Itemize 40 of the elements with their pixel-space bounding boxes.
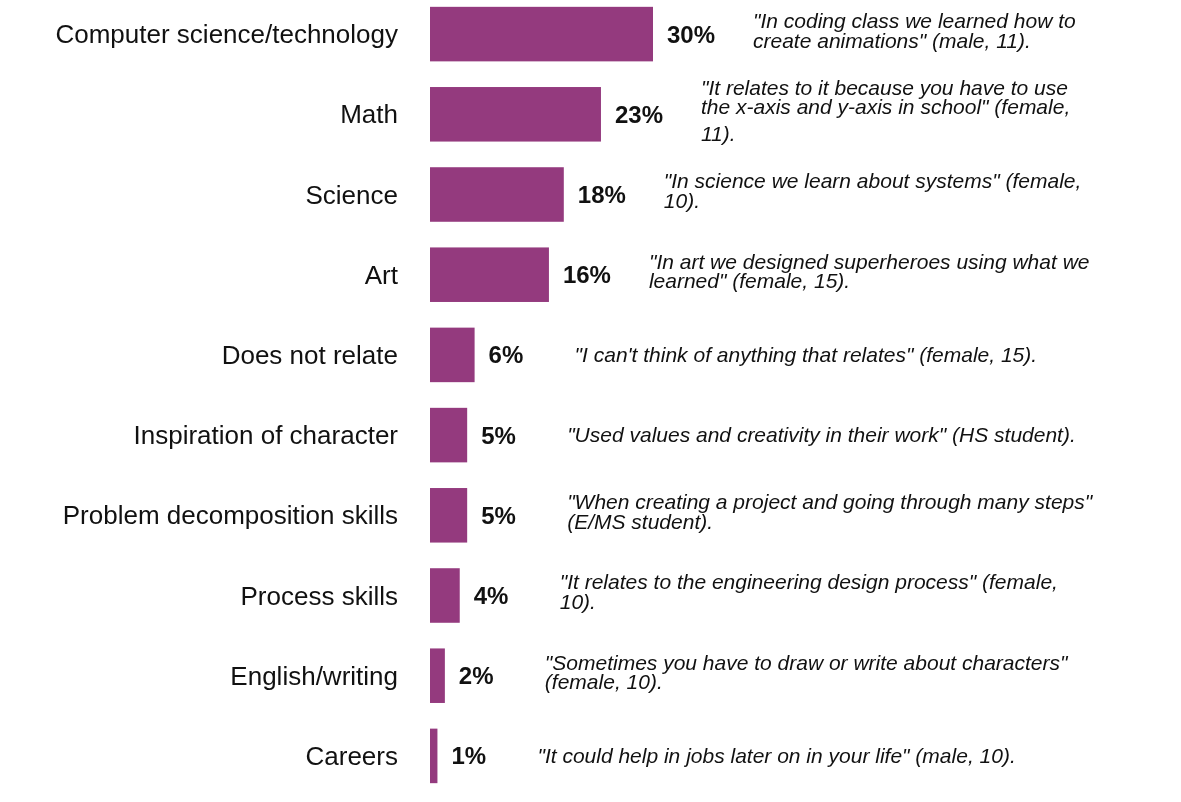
bar — [430, 728, 438, 784]
y-tick-label: Careers — [305, 741, 398, 771]
y-tick-label: Does not relate — [221, 340, 398, 370]
data-label: 30% — [667, 20, 716, 48]
data-label: 23% — [614, 100, 664, 128]
bar — [430, 247, 549, 302]
y-tick-label: Process skills — [240, 580, 398, 611]
text: "In science we learn about systems" (female, 10). — [663, 169, 1082, 212]
bar — [430, 6, 653, 62]
bar — [430, 488, 468, 543]
annotation: "It relates to the engineering design process" (female, 10). — [559, 570, 1058, 613]
annotation: "I can't think of anything that relates" (female, 15). — [574, 343, 1038, 367]
annotation: "Sometimes you have to draw or write about characters" (female, 10). — [544, 650, 1070, 694]
data-label: 16% — [562, 261, 611, 289]
data-label: 2% — [458, 662, 494, 690]
y-tick-label: English/writing — [230, 660, 398, 691]
text: "In coding class we learned how to create animations" (male, 11). — [753, 8, 1076, 52]
bar — [430, 167, 564, 222]
data-label: 6% — [488, 341, 524, 369]
y-tick-label: Science — [305, 179, 398, 210]
data-label: 5% — [481, 501, 516, 529]
data-label: 5% — [481, 421, 516, 449]
y-tick-label: Inspiration of character — [133, 420, 399, 451]
bar — [430, 407, 468, 463]
text: "It relates to it because you have to use the x-axis and y-axis in school" (female, 11). — [700, 75, 1071, 146]
y-tick-label: Art — [364, 259, 399, 290]
data-label: 1% — [451, 742, 487, 770]
y-tick-label: Problem decomposition skills — [62, 500, 398, 531]
y-tick-label: Computer science/technology — [55, 19, 398, 50]
annotation: "It could help in jobs later on in your life" (male, 10). — [537, 744, 1016, 768]
bar — [430, 568, 460, 623]
annotation: "In art we designed superheroes using what we learned" (female, 15). — [648, 249, 1090, 293]
data-label: 18% — [577, 180, 626, 208]
annotation: "Used values and creativity in their work" (HS student). — [567, 423, 1076, 447]
bar — [430, 87, 601, 142]
data-label: 4% — [473, 581, 509, 609]
bar — [430, 327, 475, 383]
bar — [430, 648, 445, 703]
annotation: "When creating a project and going through many steps" (E/MS student). — [567, 490, 1094, 533]
y-tick-label: Math — [340, 99, 398, 130]
